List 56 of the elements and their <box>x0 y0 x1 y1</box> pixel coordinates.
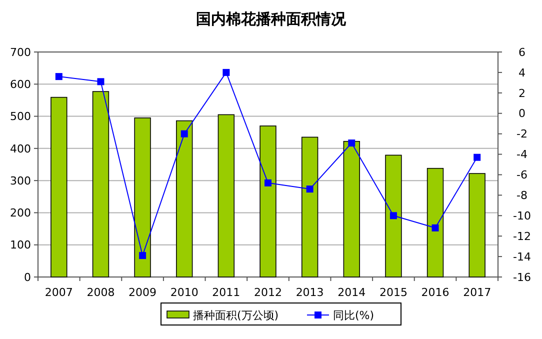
y2-tick-label: -4 <box>516 148 528 162</box>
y-tick-label: 700 <box>10 46 31 59</box>
bar <box>385 154 402 278</box>
y2-tick-label: -8 <box>516 189 528 202</box>
y-tick-label: 400 <box>10 142 31 156</box>
y-tick-label: 200 <box>10 206 31 220</box>
bar <box>301 136 318 278</box>
x-tick-label: 2011 <box>212 286 240 299</box>
bar <box>343 140 360 278</box>
bar <box>468 173 486 278</box>
point <box>180 130 188 138</box>
point <box>432 224 439 232</box>
point <box>348 140 356 147</box>
y2-tick-label: -6 <box>516 168 528 182</box>
bar <box>218 114 235 278</box>
point <box>306 186 314 193</box>
point <box>139 252 146 260</box>
x-tick-label: 2010 <box>170 286 198 299</box>
x-tick-label: 2007 <box>44 286 73 299</box>
bar <box>134 117 151 278</box>
y-tick-label: 300 <box>10 174 31 188</box>
x-tick-label: 2014 <box>338 286 366 299</box>
x-tick-label: 2013 <box>296 286 324 299</box>
y2-tick-label: -12 <box>513 230 531 243</box>
point <box>474 154 481 161</box>
y2-tick-label: -2 <box>516 128 528 141</box>
y2-tick-label: -16 <box>513 270 531 284</box>
x-tick-label: 2009 <box>128 286 157 299</box>
y2-tick-label: 2 <box>518 86 526 100</box>
bar <box>426 168 444 278</box>
x-tick-label: 2017 <box>463 286 492 299</box>
bar <box>92 91 110 278</box>
bar <box>176 120 193 278</box>
point <box>97 78 104 86</box>
y2-tick-label: 6 <box>518 46 526 59</box>
bar <box>50 96 68 278</box>
x-tick-label: 2012 <box>254 286 282 299</box>
y2-tick-label: 4 <box>518 66 526 80</box>
point <box>264 179 272 186</box>
point <box>222 68 230 76</box>
y-tick-label: 0 <box>24 270 31 284</box>
point <box>390 212 397 220</box>
y-tick-label: 600 <box>10 78 31 91</box>
y2-tick-label: -14 <box>513 250 531 264</box>
bar <box>260 126 276 278</box>
legend-label: 播种面积(万公顷) <box>193 308 279 322</box>
y2-tick-label: 0 <box>518 107 526 120</box>
chart-title: 国内棉花播种面积情况 <box>196 10 347 28</box>
point <box>55 73 62 80</box>
legend-label: 同比(%) <box>333 308 374 322</box>
x-tick-label: 2015 <box>379 286 408 299</box>
x-tick-label: 2016 <box>421 286 450 299</box>
x-tick-label: 2008 <box>86 286 115 299</box>
y-tick-label: 100 <box>10 238 31 252</box>
y-tick-label: 500 <box>10 110 31 124</box>
y2-tick-label: -10 <box>513 209 531 222</box>
